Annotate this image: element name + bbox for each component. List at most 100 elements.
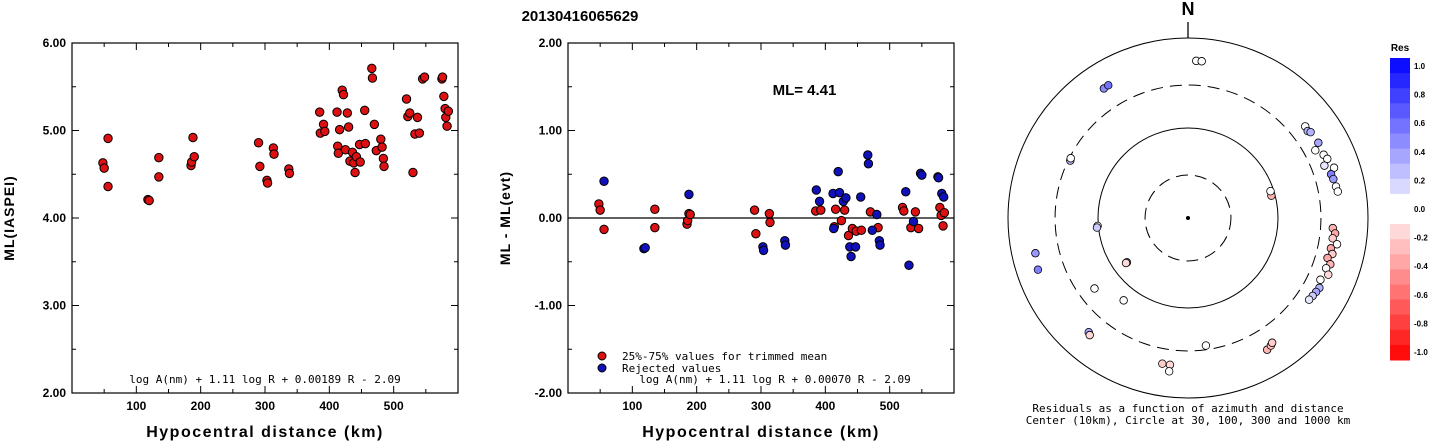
colorbar-title: Res	[1391, 43, 1410, 54]
formula-text: log A(nm) + 1.11 log R + 0.00189 R - 2.0…	[129, 373, 401, 386]
data-point	[377, 142, 387, 152]
data-point	[758, 245, 769, 256]
colorbar-segment	[1390, 284, 1410, 301]
data-point	[867, 225, 877, 235]
residual-point	[1197, 57, 1206, 66]
data-point	[685, 209, 695, 220]
data-point	[262, 178, 273, 188]
data-point	[811, 185, 822, 195]
data-point	[836, 215, 847, 226]
data-point	[350, 167, 360, 178]
residual-point	[1104, 81, 1113, 90]
colorbar-segment	[1390, 118, 1410, 134]
colorbar-segment	[1390, 178, 1410, 195]
colorbar-tick-label: 0.6	[1414, 119, 1426, 128]
residual-point	[1333, 187, 1343, 196]
data-point	[419, 72, 430, 82]
y-tick-label: 5.00	[43, 124, 67, 138]
y-tick-label: 4.00	[43, 211, 67, 225]
residual-point	[1304, 295, 1314, 304]
data-point	[863, 150, 873, 160]
data-point	[751, 229, 761, 239]
data-point	[850, 242, 861, 252]
y-tick-label: 2.00	[539, 36, 563, 50]
distance-ring	[1144, 174, 1232, 262]
data-point	[342, 108, 353, 118]
legend-marker	[597, 351, 607, 361]
colorbar-tick-label: 0.0	[1414, 205, 1426, 214]
data-point	[938, 221, 948, 231]
legend-marker	[597, 363, 607, 373]
chart-panel-1: 100 200 300 400 500 2.00 3.00 4.00 5.00 6.00 Hypoc…	[1, 36, 459, 441]
data-point	[269, 149, 279, 159]
data-point	[405, 108, 415, 118]
residual-point	[1085, 330, 1094, 340]
colorbar-tick-label: -1.0	[1414, 348, 1428, 357]
colorbar-tick-label: 0.8	[1414, 91, 1426, 100]
x-tick-label: 300	[751, 399, 771, 413]
y-tick-label: 1.00	[539, 124, 563, 138]
figure-title: 20130416065629	[521, 8, 639, 25]
x-tick-label: 300	[255, 399, 275, 413]
y-tick-label: 0.00	[539, 211, 563, 225]
data-point	[599, 224, 609, 235]
data-point	[913, 223, 924, 234]
data-point	[360, 105, 370, 116]
data-point	[901, 187, 911, 197]
legend-label: Rejected values	[622, 362, 721, 375]
residual-point	[1320, 161, 1329, 170]
data-point	[863, 159, 874, 169]
data-point	[910, 207, 921, 217]
data-point	[939, 192, 949, 202]
data-point	[780, 240, 791, 250]
residual-point	[1031, 249, 1040, 258]
data-point	[284, 168, 295, 179]
plot-frame	[71, 42, 459, 394]
colorbar-segment	[1390, 148, 1410, 165]
distance-ring	[1097, 127, 1279, 309]
colorbar-segment	[1390, 239, 1410, 255]
residual-point	[1066, 154, 1075, 163]
y-axis-label: ML(IASPEI)	[1, 175, 17, 260]
data-point	[833, 166, 843, 177]
formula-text: log A(nm) + 1.11 log R + 0.00070 R - 2.0…	[639, 373, 911, 386]
colorbar-tick-label: -0.6	[1414, 291, 1428, 300]
colorbar-segment	[1390, 58, 1410, 74]
data-point	[369, 119, 380, 130]
data-point	[917, 170, 927, 180]
residual-point	[1266, 186, 1275, 196]
residual-point	[1201, 341, 1211, 350]
colorbar-tick-label: -0.8	[1414, 319, 1428, 328]
colorbar-tick-label: -0.4	[1414, 262, 1428, 271]
colorbar-segment	[1390, 103, 1410, 119]
data-point	[764, 208, 775, 219]
center-dot	[1186, 216, 1190, 220]
data-point	[378, 153, 389, 164]
colorbar-segment	[1390, 88, 1410, 104]
data-point	[255, 161, 265, 172]
x-tick-label: 500	[384, 399, 404, 413]
data-point	[816, 205, 826, 215]
residual-point	[1328, 234, 1337, 243]
x-tick-label: 100	[126, 399, 146, 413]
north-label: N	[1182, 0, 1195, 19]
data-point	[828, 223, 839, 234]
data-point	[103, 133, 113, 144]
x-tick-label: 400	[319, 399, 339, 413]
colorbar-segment	[1390, 254, 1410, 270]
x-tick-label: 200	[191, 399, 211, 413]
colorbar-segment	[1390, 73, 1410, 89]
data-point	[376, 134, 386, 144]
y-tick-label: 2.00	[43, 386, 67, 400]
data-point	[437, 72, 448, 82]
x-tick-label: 500	[880, 399, 900, 413]
data-point	[367, 63, 377, 74]
residual-point	[1311, 146, 1320, 155]
data-point	[595, 205, 605, 215]
polar-caption-1: Residuals as a function of azimuth and d…	[1032, 402, 1343, 415]
ml-annotation: ML= 4.41	[773, 82, 837, 99]
data-point	[99, 163, 109, 173]
residual-point	[1164, 367, 1174, 376]
data-point	[253, 138, 264, 148]
residual-point	[1306, 127, 1315, 137]
